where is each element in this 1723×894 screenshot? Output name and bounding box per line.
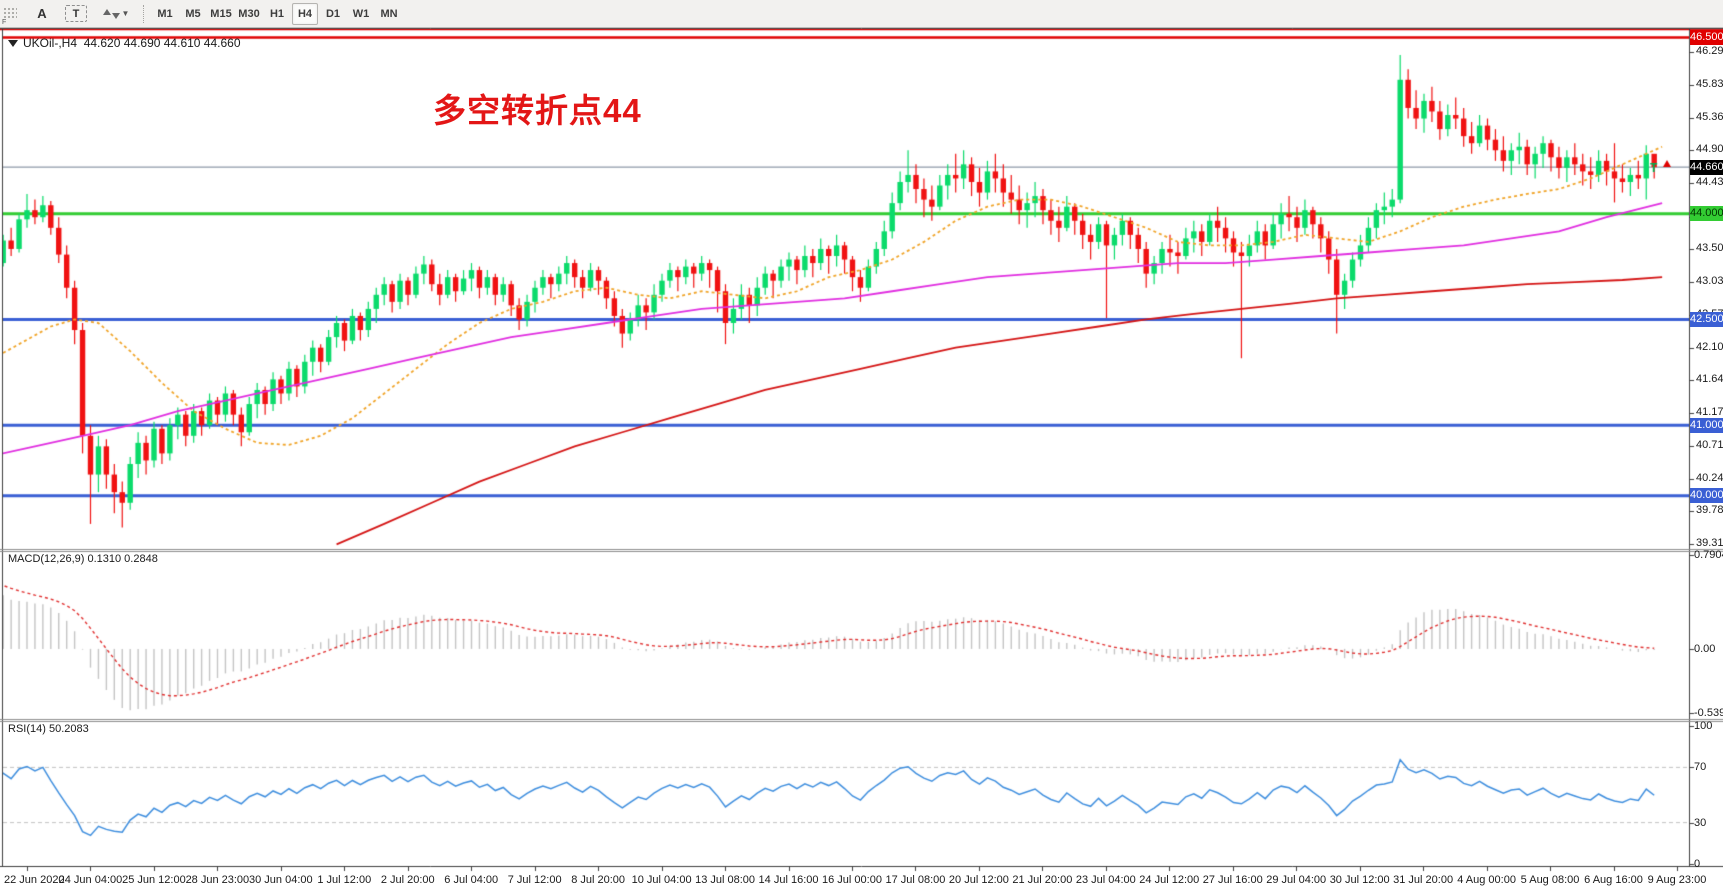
y-axis-tick-label: 45.360 (1696, 110, 1723, 123)
x-axis-label: 24 Jul 12:00 (1139, 874, 1200, 886)
price-badge: 40.000 (1690, 488, 1723, 504)
x-axis-label: 20 Jul 12:00 (948, 874, 1009, 886)
x-axis-label: 30 Jul 12:00 (1329, 874, 1390, 886)
x-axis-label: 16 Jul 00:00 (822, 874, 882, 886)
x-axis-label: 21 Jul 20:00 (1012, 874, 1073, 886)
price-badge: 44.660 (1690, 159, 1723, 175)
x-axis-label: 23 Jul 04:00 (1075, 874, 1136, 886)
symbol-label: UKOil-,H4 (23, 36, 78, 50)
y-axis-tick-label: 40.240 (1696, 471, 1723, 484)
x-axis-label: 1 Jul 12:00 (317, 874, 372, 886)
x-axis-label: 25 Jun 12:00 (122, 874, 186, 886)
price-badge: 41.000 (1690, 417, 1723, 433)
y-axis-tick-label: 43.500 (1696, 241, 1723, 254)
price-badge: 46.500 (1690, 29, 1723, 45)
y-axis-tick-label: 41.170 (1696, 406, 1723, 419)
x-axis-label: 5 Aug 08:00 (1520, 874, 1580, 886)
collapse-triangle-icon[interactable] (8, 40, 18, 47)
x-axis-label: 28 Jun 23:00 (185, 874, 250, 886)
macd-axis-label: -0.5399 (1694, 707, 1723, 720)
x-axis-label: 30 Jun 04:00 (249, 874, 313, 886)
x-axis-label: 10 Jul 04:00 (631, 874, 692, 886)
macd-axis-label: 0.7904 (1694, 549, 1723, 561)
y-axis-tick-label: 39.780 (1696, 504, 1723, 517)
x-axis-label: 2 Jul 20:00 (380, 874, 435, 886)
price-badge: 44.000 (1690, 206, 1723, 222)
x-axis-label: 9 Aug 23:00 (1647, 874, 1707, 886)
ohlc-values: 44.620 44.690 44.610 44.660 (83, 36, 241, 50)
x-axis-label: 8 Jul 20:00 (571, 874, 626, 886)
rsi-axis-label: 70 (1694, 761, 1707, 774)
x-axis-label: 6 Jul 04:00 (444, 874, 499, 886)
x-axis-label: 6 Aug 16:00 (1584, 874, 1643, 886)
rsi-indicator-label: RSI(14) 50.2083 (8, 723, 89, 735)
macd-indicator-label: MACD(12,26,9) 0.1310 0.2848 (8, 553, 158, 565)
x-axis-label: 13 Jul 08:00 (695, 874, 756, 886)
x-axis-label: 14 Jul 16:00 (758, 874, 819, 886)
rsi-axis-label: 100 (1694, 720, 1713, 732)
y-axis-tick-label: 39.310 (1696, 537, 1723, 550)
rsi-axis-label: 0 (1694, 858, 1701, 870)
x-axis-label: 29 Jul 04:00 (1266, 874, 1327, 886)
y-axis-tick-label: 45.830 (1696, 77, 1723, 90)
x-axis-label: 4 Aug 00:00 (1457, 874, 1516, 886)
x-axis-label: 22 Jun 2020 (4, 874, 65, 886)
y-axis-tick-label: 40.710 (1696, 438, 1723, 451)
x-axis-label: 24 Jun 04:00 (58, 874, 123, 886)
macd-axis-label: 0.00 (1694, 642, 1716, 655)
y-axis-tick-label: 44.900 (1696, 143, 1723, 156)
x-axis-label: 17 Jul 08:00 (885, 874, 946, 886)
y-axis-tick-label: 44.430 (1696, 176, 1723, 189)
price-badge: 42.500 (1690, 311, 1723, 327)
y-axis-tick-label: 41.640 (1696, 373, 1723, 386)
y-axis-tick-label: 42.100 (1696, 340, 1723, 353)
x-axis-label: 31 Jul 20:00 (1393, 874, 1454, 886)
symbol-ohlc-line: UKOil-,H4 44.620 44.690 44.610 44.660 (8, 36, 241, 50)
x-axis-label: 27 Jul 16:00 (1202, 874, 1263, 886)
y-axis-tick-label: 46.290 (1696, 45, 1723, 58)
x-axis-label: 7 Jul 12:00 (507, 874, 562, 886)
chart-annotation-text: 多空转折点44 (433, 92, 642, 129)
y-axis-tick-label: 43.030 (1696, 275, 1723, 288)
rsi-axis-label: 30 (1694, 816, 1707, 829)
